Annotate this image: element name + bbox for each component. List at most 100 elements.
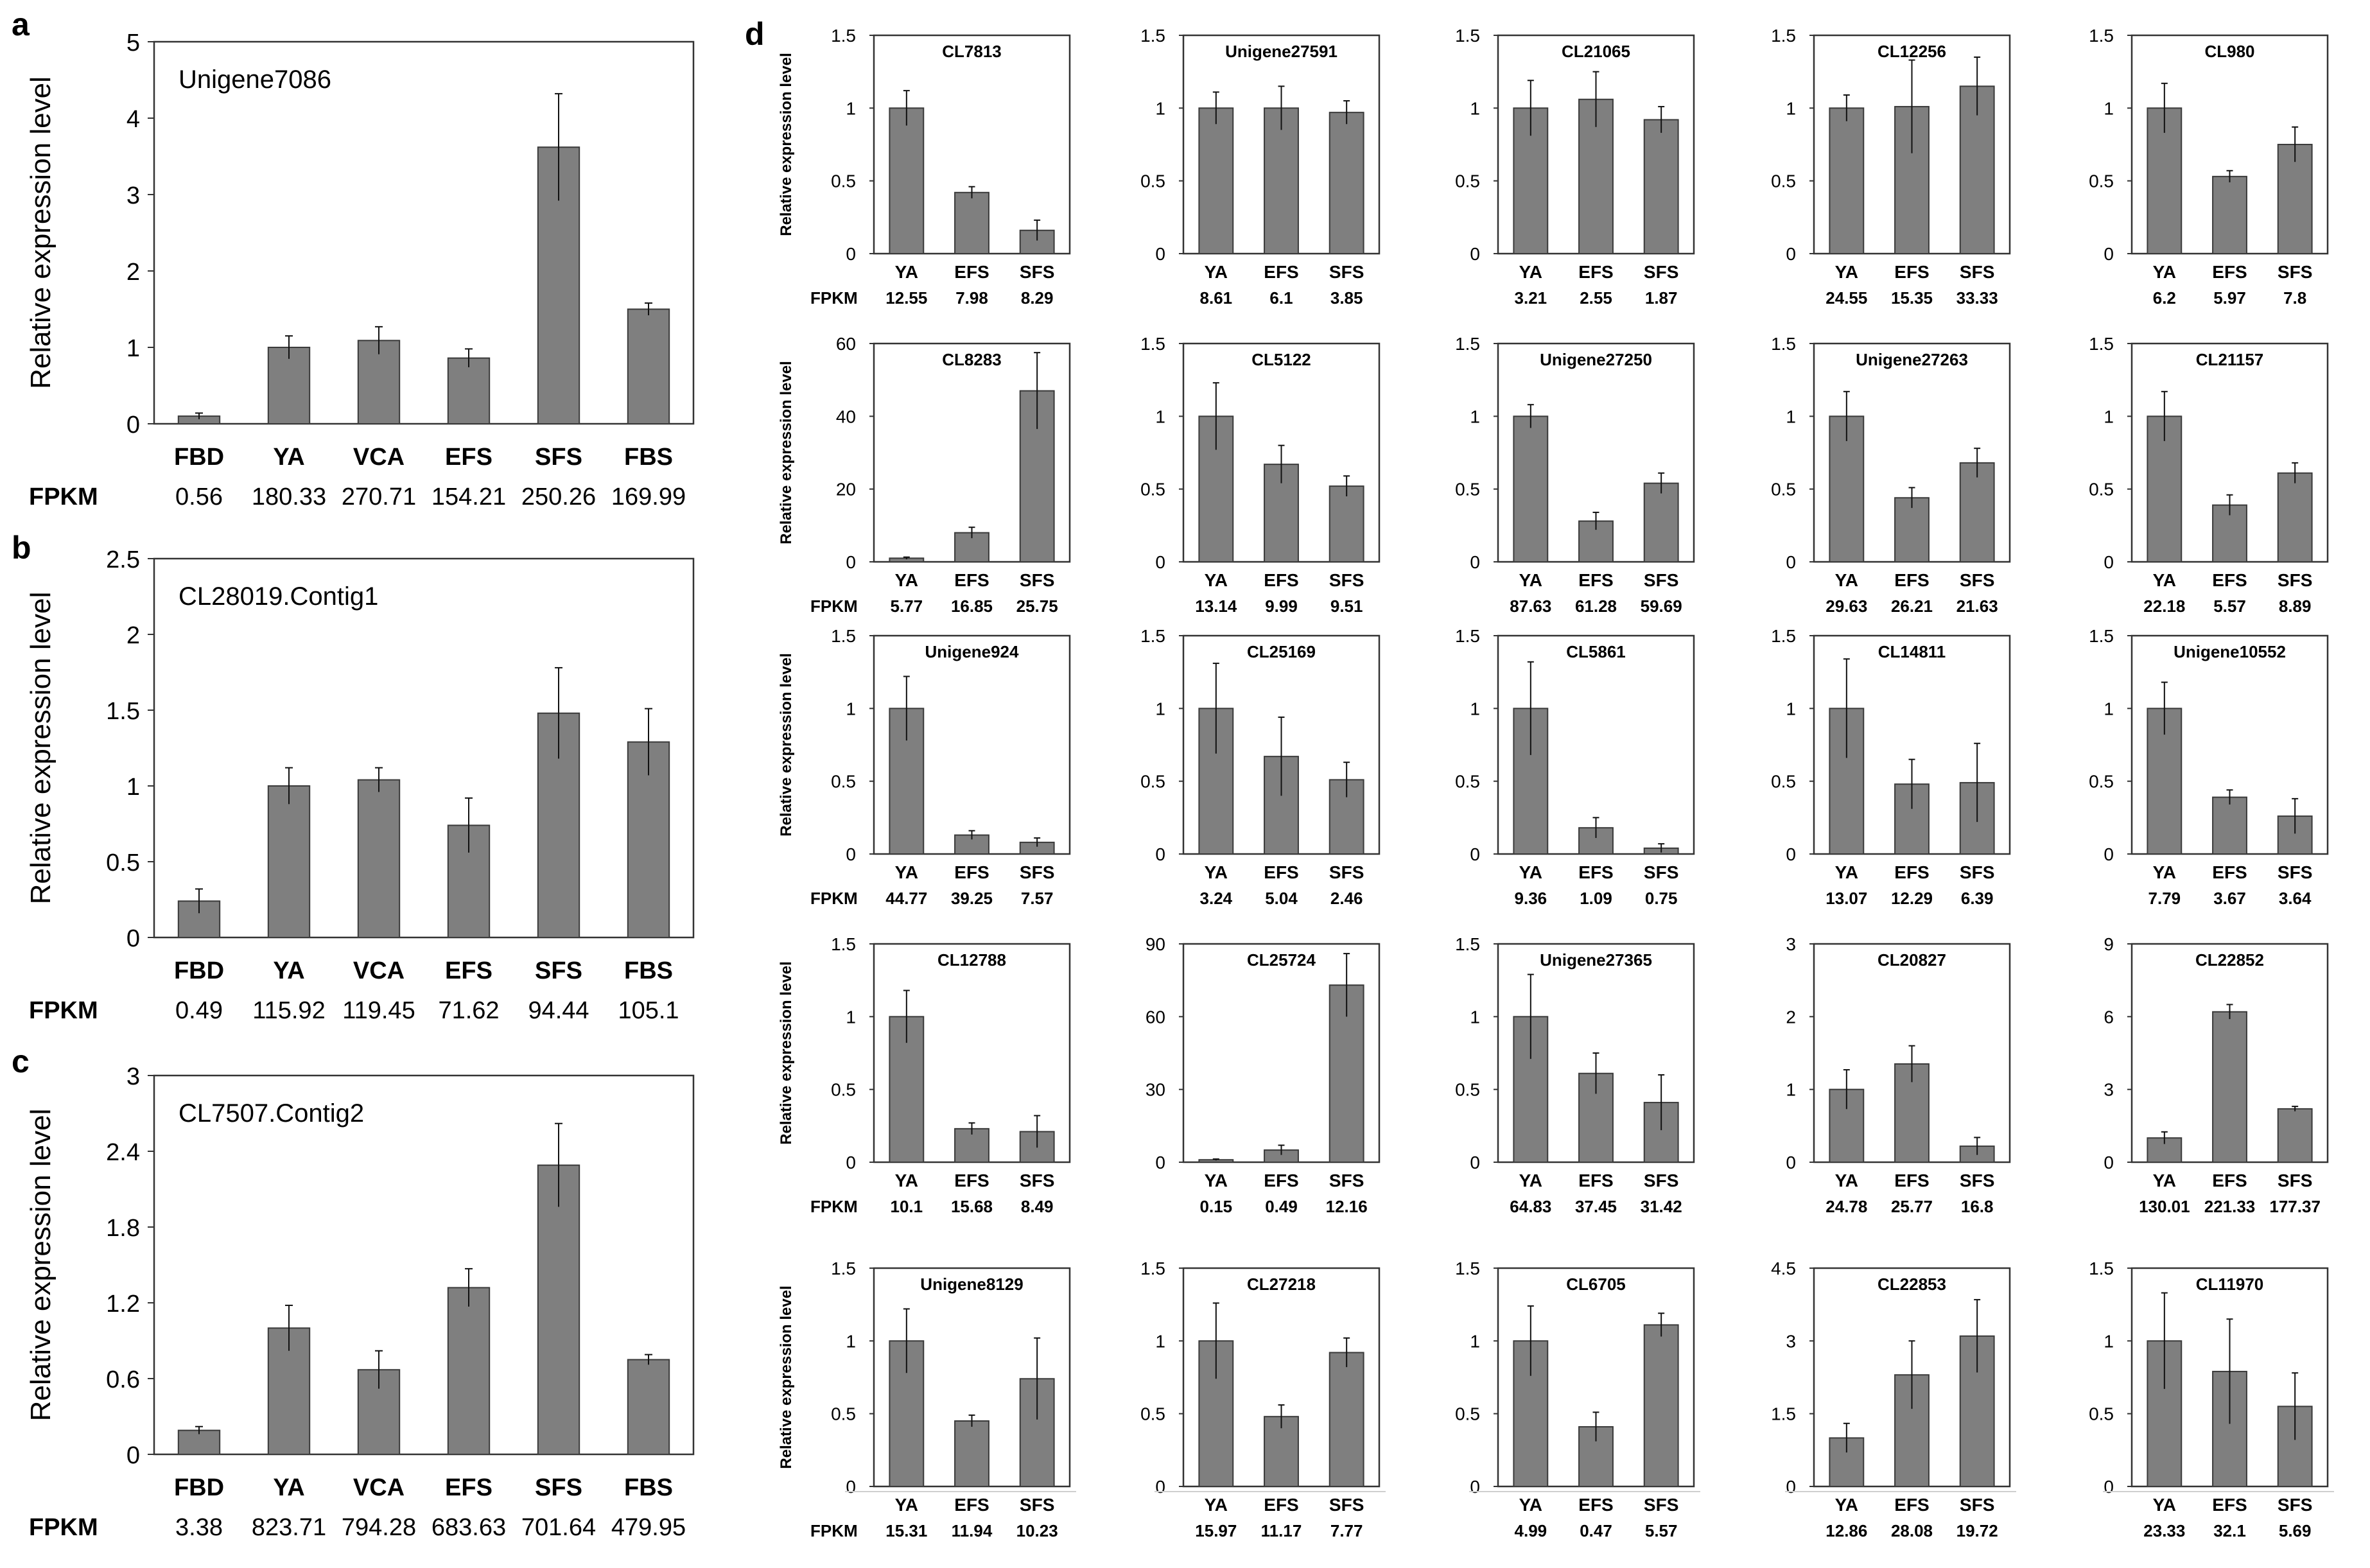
fpkm-value: 10.1	[891, 1197, 923, 1216]
x-tick-label: EFS	[954, 1495, 989, 1515]
fpkm-value: 71.62	[438, 997, 499, 1024]
y-tick-label: 1.5	[1771, 1404, 1796, 1424]
fpkm-value: 823.71	[252, 1514, 326, 1541]
x-tick-label: YA	[1835, 262, 1858, 282]
fpkm-value: 2.46	[1330, 889, 1363, 908]
x-tick-label: EFS	[1264, 262, 1298, 282]
x-tick-label: SFS	[1329, 1495, 1364, 1515]
fpkm-value: 94.44	[528, 997, 589, 1024]
y-tick-label: 30	[1146, 1080, 1165, 1100]
x-tick-label: EFS	[2212, 862, 2247, 882]
fpkm-value: 5.57	[1645, 1521, 1678, 1540]
bar	[2277, 1108, 2313, 1163]
fpkm-value: 479.95	[611, 1514, 686, 1541]
chart-title: Unigene27263	[1856, 350, 1968, 369]
fpkm-value: 250.26	[521, 483, 596, 510]
chart-title: CL7507.Contig2	[179, 1099, 364, 1128]
bar	[2277, 472, 2313, 562]
y-tick-label: 0	[2104, 1477, 2114, 1497]
y-tick-label: 0.5	[1455, 1404, 1480, 1424]
y-tick-label: 0.5	[1140, 171, 1165, 191]
fpkm-value: 22.18	[2143, 597, 2185, 616]
bar	[954, 1420, 989, 1487]
y-tick-label: 0.5	[2089, 1404, 2114, 1424]
fpkm-value: 683.63	[431, 1514, 506, 1541]
y-tick-label: 0	[1470, 844, 1480, 864]
fpkm-label: FPKM	[810, 889, 858, 908]
y-tick-label: 1.5	[831, 1259, 856, 1278]
fpkm-value: 5.57	[2213, 597, 2246, 616]
y-tick-label: 0	[1155, 1477, 1165, 1497]
x-tick-label: YA	[1205, 862, 1228, 882]
fpkm-value: 4.99	[1515, 1521, 1547, 1540]
x-tick-label: SFS	[1960, 262, 1994, 282]
y-tick-label: 1.5	[2089, 26, 2114, 46]
y-tick-label: 1.5	[1771, 626, 1796, 646]
small-chart: CL21065 0 0.5 1 1.5 YA 3.21 EFS 2.55 SFS 1.87	[1455, 26, 1695, 308]
bar	[357, 340, 401, 424]
y-tick-label: 0	[1155, 552, 1165, 572]
bar	[1513, 415, 1549, 562]
y-tick-label: 1	[1155, 699, 1165, 719]
fpkm-value: 87.63	[1510, 597, 1551, 616]
x-tick-label: SFS	[1020, 862, 1054, 882]
x-tick-label: EFS	[1578, 570, 1613, 590]
y-tick-label: 1	[1786, 98, 1796, 118]
y-tick-label: 3	[126, 182, 140, 209]
small-chart: CL27218 0 0.5 1 1.5 YA 15.97 EFS 11.17 SFS 7.77	[1140, 1259, 1386, 1540]
fpkm-value: 33.33	[1956, 288, 1998, 308]
x-tick-label: YA	[2153, 1171, 2176, 1190]
x-tick-label: SFS	[1960, 1171, 1994, 1190]
x-tick-label: EFS	[445, 957, 492, 984]
x-tick-label: EFS	[1264, 1495, 1298, 1515]
panel-letter: b	[12, 530, 31, 566]
y-tick-label: 0.5	[831, 772, 856, 792]
bar	[954, 191, 989, 254]
y-tick-label: 1.5	[1140, 26, 1165, 46]
small-chart: CL20827 0 1 2 3 YA 24.78 EFS 25.77 SFS 16.8	[1786, 934, 2011, 1216]
x-tick-label: SFS	[1329, 862, 1364, 882]
small-chart: CL25724 0 30 60 90 YA 0.15 EFS 0.49 SFS 12.16	[1146, 934, 1381, 1216]
fpkm-value: 16.85	[951, 597, 993, 616]
x-tick-label: EFS	[2212, 262, 2247, 282]
small-chart: CL5122 0 0.5 1 1.5 YA 13.14 EFS 9.99 SFS 9.51	[1140, 334, 1381, 616]
y-tick-label: 1	[1470, 1331, 1480, 1351]
x-tick-label: SFS	[535, 957, 582, 984]
x-tick-label: YA	[895, 570, 918, 590]
x-tick-label: SFS	[1644, 1171, 1678, 1190]
fpkm-value: 5.97	[2213, 288, 2246, 308]
fpkm-value: 0.75	[1645, 889, 1678, 908]
fpkm-value: 12.16	[1326, 1197, 1368, 1216]
bar	[1198, 107, 1234, 254]
fpkm-value: 177.37	[2269, 1197, 2321, 1216]
y-tick-label: 0	[846, 552, 856, 572]
small-chart: Unigene27250 0 0.5 1 1.5 YA 87.63 EFS 61.28 SFS 59…	[1455, 334, 1695, 616]
x-tick-label: EFS	[1264, 862, 1298, 882]
y-tick-label: 1.5	[1455, 626, 1480, 646]
plot-frame	[153, 40, 695, 425]
chart-title: CL6705	[1566, 1275, 1626, 1294]
fpkm-value: 9.36	[1515, 889, 1547, 908]
y-tick-label: 5	[126, 30, 140, 57]
x-tick-label: SFS	[1329, 262, 1364, 282]
fpkm-value: 8.29	[1021, 288, 1054, 308]
fpkm-value: 7.79	[2148, 889, 2181, 908]
fpkm-value: 7.8	[2283, 288, 2306, 308]
panel-letter: d	[745, 16, 765, 52]
y-axis-label: Relative expression level	[778, 361, 795, 544]
y-tick-label: 1	[2104, 406, 2114, 426]
fpkm-value: 0.15	[1200, 1197, 1233, 1216]
fpkm-value: 64.83	[1510, 1197, 1551, 1216]
fpkm-value: 7.77	[1330, 1521, 1363, 1540]
y-tick-label: 1.5	[2089, 1259, 2114, 1278]
y-tick-label: 60	[1146, 1007, 1165, 1027]
fpkm-value: 15.97	[1195, 1521, 1237, 1540]
x-tick-label: EFS	[2212, 1495, 2247, 1515]
fpkm-label: FPKM	[29, 997, 98, 1024]
y-tick-label: 2	[1786, 1007, 1796, 1027]
chart-title: CL11970	[2196, 1275, 2264, 1294]
y-tick-label: 1.5	[1140, 1259, 1165, 1278]
fpkm-value: 119.45	[342, 997, 415, 1024]
x-tick-label: EFS	[1894, 262, 1929, 282]
y-tick-label: 0	[1786, 1477, 1796, 1497]
